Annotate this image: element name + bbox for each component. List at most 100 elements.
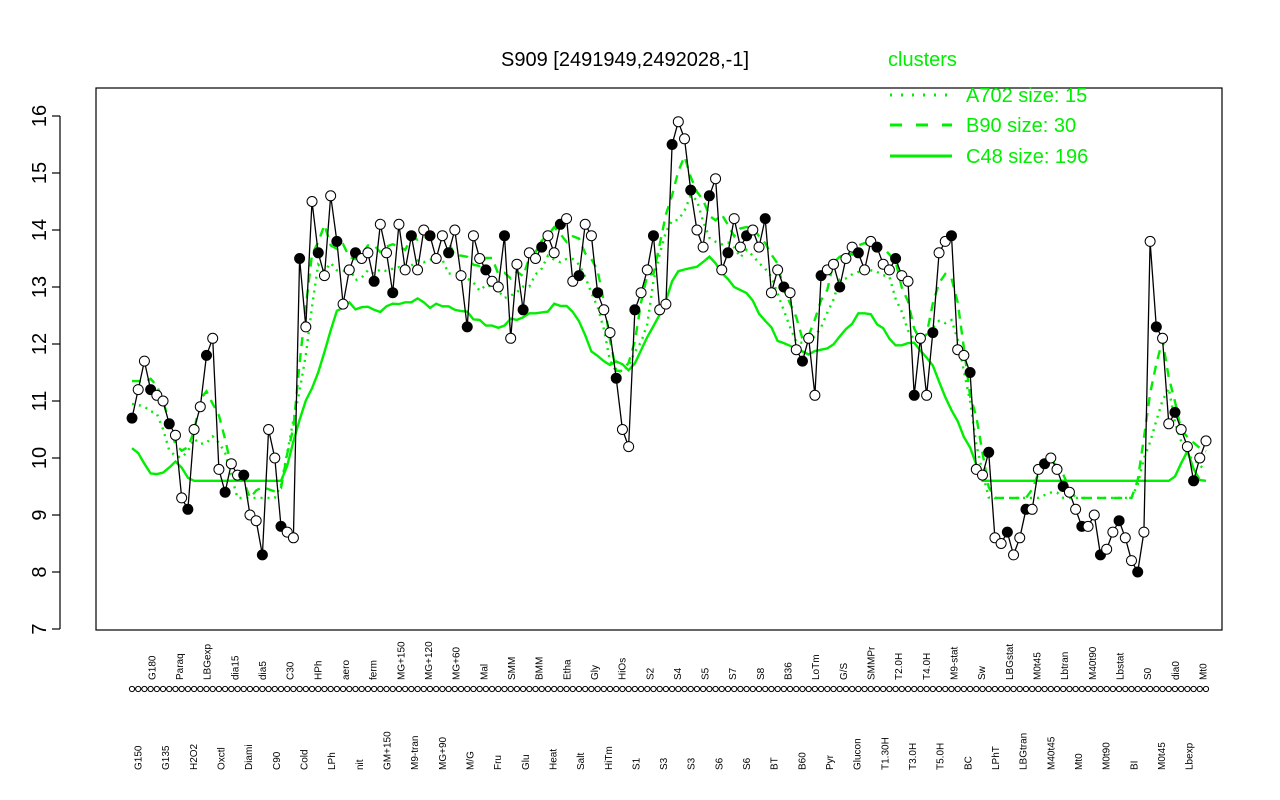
x-tick	[842, 685, 850, 693]
x-tick	[538, 685, 545, 693]
x-tick-label: dia0	[1171, 661, 1182, 680]
x-tick	[383, 685, 390, 693]
x-tick-label: Sw	[977, 665, 988, 680]
x-tick-label: dia5	[258, 661, 269, 680]
gene-series	[126, 116, 1212, 578]
x-tick	[184, 685, 191, 693]
x-tick	[644, 685, 651, 693]
data-point	[548, 247, 560, 259]
y-tick-label: 15	[29, 162, 51, 184]
x-tick-label: M0t90	[1102, 742, 1113, 770]
data-point	[759, 213, 771, 225]
x-tick	[290, 685, 297, 693]
data-point	[498, 230, 510, 242]
x-tick-label: BMM	[535, 657, 546, 680]
data-point	[343, 264, 355, 276]
x-tick-label: BT	[770, 757, 781, 770]
x-tick	[606, 685, 614, 693]
cluster-line-b90	[132, 152, 1207, 501]
x-tick	[507, 685, 514, 693]
data-point	[399, 264, 411, 276]
data-point	[747, 224, 759, 236]
x-tick	[1202, 685, 1210, 693]
data-point	[859, 264, 871, 276]
data-point	[753, 241, 765, 253]
x-tick-label: Mt0	[1074, 753, 1085, 770]
x-tick	[327, 685, 334, 693]
x-tick	[358, 685, 365, 693]
x-tick	[929, 685, 936, 693]
data-point	[945, 230, 957, 242]
y-tick-label: 14	[29, 219, 51, 241]
y-tick-label: 8	[29, 566, 51, 577]
x-tick	[482, 685, 489, 693]
x-tick	[308, 685, 316, 693]
x-tick	[315, 685, 322, 693]
data-point	[933, 247, 945, 259]
x-tick-label: LBGexp	[203, 643, 214, 680]
x-tick	[476, 685, 483, 693]
data-point	[1163, 418, 1175, 430]
y-tick-label: 16	[29, 105, 51, 127]
data-point	[443, 247, 455, 259]
data-point	[983, 446, 995, 458]
x-tick-label: S3	[659, 757, 670, 770]
x-tick-label: MG+90	[438, 736, 449, 770]
x-tick	[296, 685, 303, 693]
x-tick	[1078, 685, 1085, 693]
y-axis: 7 8 9 10 11 12 13 14 15 16	[29, 105, 61, 635]
x-tick	[1109, 685, 1116, 693]
data-point	[1107, 526, 1119, 538]
data-point	[169, 429, 181, 441]
data-point	[592, 287, 604, 299]
data-point	[710, 173, 722, 185]
data-point	[362, 247, 374, 259]
x-tick-label: S8	[756, 667, 767, 680]
data-point	[927, 327, 939, 339]
data-point	[890, 253, 902, 264]
data-point	[219, 486, 231, 498]
x-tick-label: SMM	[507, 657, 518, 680]
x-tick-label: S6	[742, 757, 753, 770]
x-tick	[1171, 685, 1179, 693]
data-point	[1119, 532, 1131, 544]
x-tick	[302, 685, 309, 693]
data-point	[834, 281, 846, 293]
x-tick-label: M0t45	[1033, 652, 1044, 680]
data-point	[809, 389, 821, 401]
x-tick-label: HiOs	[618, 658, 629, 680]
data-point	[1188, 475, 1200, 487]
x-tick	[153, 685, 160, 693]
x-tick-label: T4.0H	[922, 653, 933, 680]
data-point	[331, 235, 343, 247]
x-tick	[656, 685, 663, 693]
cluster-lines	[131, 152, 1207, 501]
x-tick	[457, 685, 465, 693]
x-tick	[954, 685, 961, 693]
x-tick	[271, 685, 278, 693]
x-tick-label: B60	[797, 752, 808, 770]
data-point	[312, 247, 324, 259]
data-point	[368, 275, 380, 287]
data-point	[1175, 424, 1187, 435]
x-tick	[637, 685, 645, 693]
data-point	[536, 241, 548, 253]
x-tick	[830, 685, 837, 693]
x-tick	[408, 685, 415, 693]
x-tick	[234, 685, 241, 693]
data-point	[623, 441, 635, 453]
x-tick-label: M9-stat	[950, 646, 961, 680]
data-point	[1070, 503, 1082, 515]
data-point	[517, 304, 529, 316]
data-point	[1051, 463, 1063, 475]
x-tick	[1153, 685, 1160, 693]
x-tick-label: ferm	[369, 660, 380, 680]
data-point	[300, 321, 312, 333]
legend-label-c48: C48 size: 196	[966, 146, 1088, 168]
x-tick	[1184, 685, 1191, 693]
x-tick	[395, 685, 403, 693]
data-point	[790, 344, 802, 356]
x-tick	[501, 685, 508, 693]
x-tick	[321, 685, 328, 693]
x-tick	[631, 685, 638, 693]
